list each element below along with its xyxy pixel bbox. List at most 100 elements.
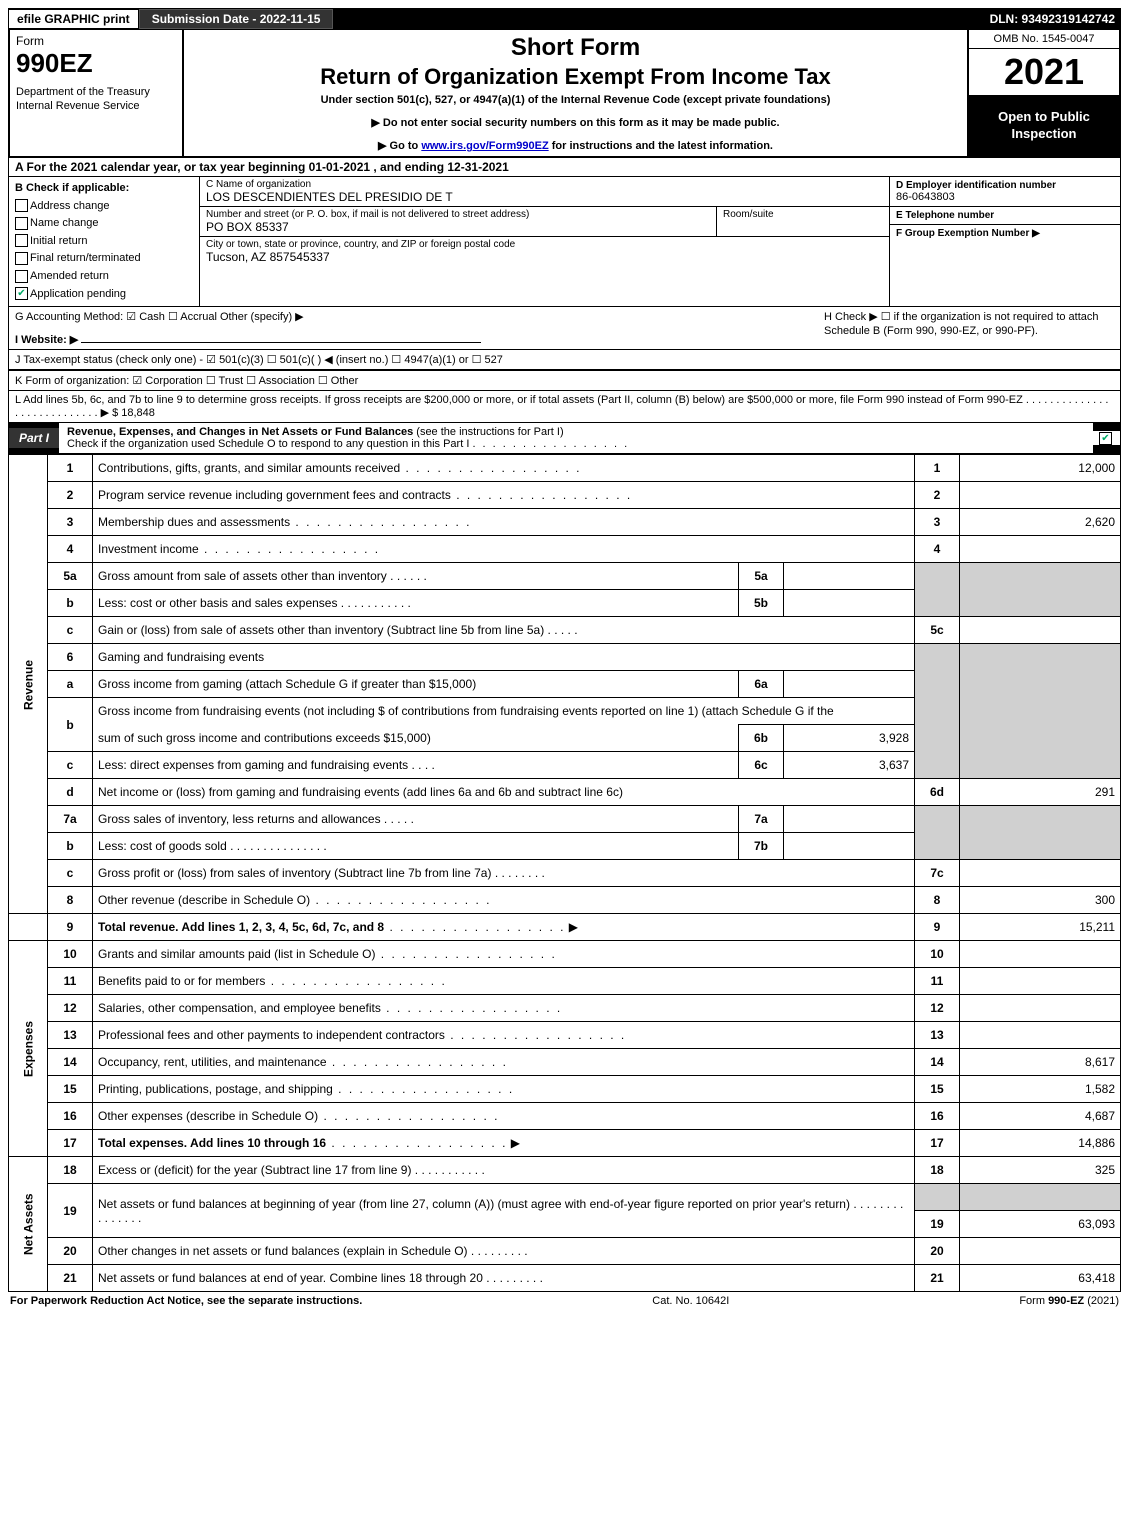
- e-label: E Telephone number: [896, 210, 1114, 221]
- numlbl-1: 1: [915, 455, 960, 482]
- ln-17: 17: [48, 1130, 93, 1157]
- short-form-title: Short Form: [192, 34, 959, 62]
- chk-app-pending[interactable]: Application pending: [15, 286, 193, 304]
- form-header: Form 990EZ Department of the Treasury In…: [8, 30, 1121, 158]
- row-k-text: K Form of organization: ☑ Corporation ☐ …: [15, 374, 358, 387]
- amt-14: 8,617: [960, 1049, 1121, 1076]
- desc-7b: Less: cost of goods sold . . . . . . . .…: [93, 833, 739, 860]
- footer: For Paperwork Reduction Act Notice, see …: [8, 1292, 1121, 1310]
- numlbl-5c: 5c: [915, 617, 960, 644]
- open-inspection: Open to Public Inspection: [969, 95, 1119, 156]
- desc-6: Gaming and fundraising events: [93, 644, 915, 671]
- ln-7b: b: [48, 833, 93, 860]
- amt-16: 4,687: [960, 1103, 1121, 1130]
- desc-6b2: sum of such gross income and contributio…: [93, 725, 739, 752]
- numlbl-3: 3: [915, 509, 960, 536]
- amt-12: [960, 995, 1121, 1022]
- sublbl-5b: 5b: [739, 590, 784, 617]
- chk-address-change-label: Address change: [30, 200, 110, 212]
- numlbl-11: 11: [915, 968, 960, 995]
- subval-7a: [784, 806, 915, 833]
- chk-amended[interactable]: Amended return: [15, 268, 193, 286]
- efile-print-label: efile GRAPHIC print: [8, 9, 139, 29]
- side-expenses: Expenses: [9, 941, 48, 1157]
- numlbl-7c: 7c: [915, 860, 960, 887]
- irs-link[interactable]: www.irs.gov/Form990EZ: [421, 140, 548, 152]
- desc-6b1: Gross income from fundraising events (no…: [93, 698, 915, 725]
- section-b-to-f: B Check if applicable: Address change Na…: [8, 177, 1121, 307]
- header-right: OMB No. 1545-0047 2021 Open to Public In…: [967, 30, 1119, 156]
- footer-right-bold: 990-EZ: [1048, 1295, 1084, 1307]
- desc-6c: Less: direct expenses from gaming and fu…: [93, 752, 739, 779]
- numlbl-14: 14: [915, 1049, 960, 1076]
- desc-1: Contributions, gifts, grants, and simila…: [93, 455, 915, 482]
- ln-14: 14: [48, 1049, 93, 1076]
- amt-4: [960, 536, 1121, 563]
- numlbl-21: 21: [915, 1265, 960, 1292]
- ln-5a: 5a: [48, 563, 93, 590]
- desc-5a: Gross amount from sale of assets other t…: [93, 563, 739, 590]
- amt-19: 63,093: [960, 1211, 1121, 1238]
- ln-21: 21: [48, 1265, 93, 1292]
- row-i-text: I Website: ▶: [15, 334, 78, 346]
- numlbl-8: 8: [915, 887, 960, 914]
- numlbl-18: 18: [915, 1157, 960, 1184]
- part-check-text: Check if the organization used Schedule …: [67, 438, 469, 450]
- row-l-text: L Add lines 5b, 6c, and 7b to line 9 to …: [15, 394, 1114, 419]
- desc-15: Printing, publications, postage, and shi…: [93, 1076, 915, 1103]
- row-a: A For the 2021 calendar year, or tax yea…: [8, 158, 1121, 177]
- city-label: City or town, state or province, country…: [206, 239, 883, 250]
- chk-address-change[interactable]: Address change: [15, 198, 193, 216]
- row-a-text: A For the 2021 calendar year, or tax yea…: [15, 160, 509, 174]
- dln-label: DLN: 93492319142742: [990, 12, 1121, 26]
- subval-6c: 3,637: [784, 752, 915, 779]
- desc-6d: Net income or (loss) from gaming and fun…: [93, 779, 915, 806]
- ln-15: 15: [48, 1076, 93, 1103]
- numlbl-17: 17: [915, 1130, 960, 1157]
- numlbl-20: 20: [915, 1238, 960, 1265]
- c-label: C Name of organization: [206, 179, 883, 190]
- header-mid: Short Form Return of Organization Exempt…: [184, 30, 967, 156]
- subval-6b: 3,928: [784, 725, 915, 752]
- desc-7c: Gross profit or (loss) from sales of inv…: [93, 860, 915, 887]
- side-revenue: Revenue: [9, 455, 48, 914]
- desc-16: Other expenses (describe in Schedule O): [93, 1103, 915, 1130]
- d-label: D Employer identification number: [896, 180, 1114, 191]
- addr-label: Number and street (or P. O. box, if mail…: [206, 209, 710, 220]
- footer-left: For Paperwork Reduction Act Notice, see …: [10, 1295, 362, 1307]
- part-title: Revenue, Expenses, and Changes in Net As…: [59, 423, 1093, 453]
- desc-6a: Gross income from gaming (attach Schedul…: [93, 671, 739, 698]
- numlbl-10: 10: [915, 941, 960, 968]
- ln-6c: c: [48, 752, 93, 779]
- chk-final-return-label: Final return/terminated: [30, 252, 141, 264]
- desc-7a: Gross sales of inventory, less returns a…: [93, 806, 739, 833]
- amt-20: [960, 1238, 1121, 1265]
- chk-app-pending-label: Application pending: [30, 288, 126, 300]
- desc-13: Professional fees and other payments to …: [93, 1022, 915, 1049]
- desc-21: Net assets or fund balances at end of ye…: [93, 1265, 915, 1292]
- chk-name-change[interactable]: Name change: [15, 215, 193, 233]
- shade-19: [915, 1184, 960, 1211]
- chk-initial-return[interactable]: Initial return: [15, 233, 193, 251]
- amt-7c: [960, 860, 1121, 887]
- desc-4: Investment income: [93, 536, 915, 563]
- ln-19: 19: [48, 1184, 93, 1238]
- goto-notice: ▶ Go to www.irs.gov/Form990EZ for instru…: [192, 139, 959, 152]
- row-i: I Website: ▶: [15, 333, 804, 346]
- f-label: F Group Exemption Number ▶: [896, 228, 1114, 239]
- row-l: L Add lines 5b, 6c, and 7b to line 9 to …: [8, 391, 1121, 423]
- part-i-checkbox[interactable]: [1093, 431, 1120, 445]
- footer-mid: Cat. No. 10642I: [652, 1295, 729, 1307]
- footer-right-pre: Form: [1019, 1295, 1048, 1307]
- amt-11: [960, 968, 1121, 995]
- desc-5b: Less: cost or other basis and sales expe…: [93, 590, 739, 617]
- ln-6b: b: [48, 698, 93, 752]
- amt-15: 1,582: [960, 1076, 1121, 1103]
- form-title: Return of Organization Exempt From Incom…: [192, 64, 959, 90]
- row-g: G Accounting Method: ☑ Cash ☐ Accrual Ot…: [15, 310, 804, 323]
- part-title-rest: (see the instructions for Part I): [413, 426, 563, 438]
- chk-final-return[interactable]: Final return/terminated: [15, 250, 193, 268]
- ln-4: 4: [48, 536, 93, 563]
- ln-11: 11: [48, 968, 93, 995]
- ln-16: 16: [48, 1103, 93, 1130]
